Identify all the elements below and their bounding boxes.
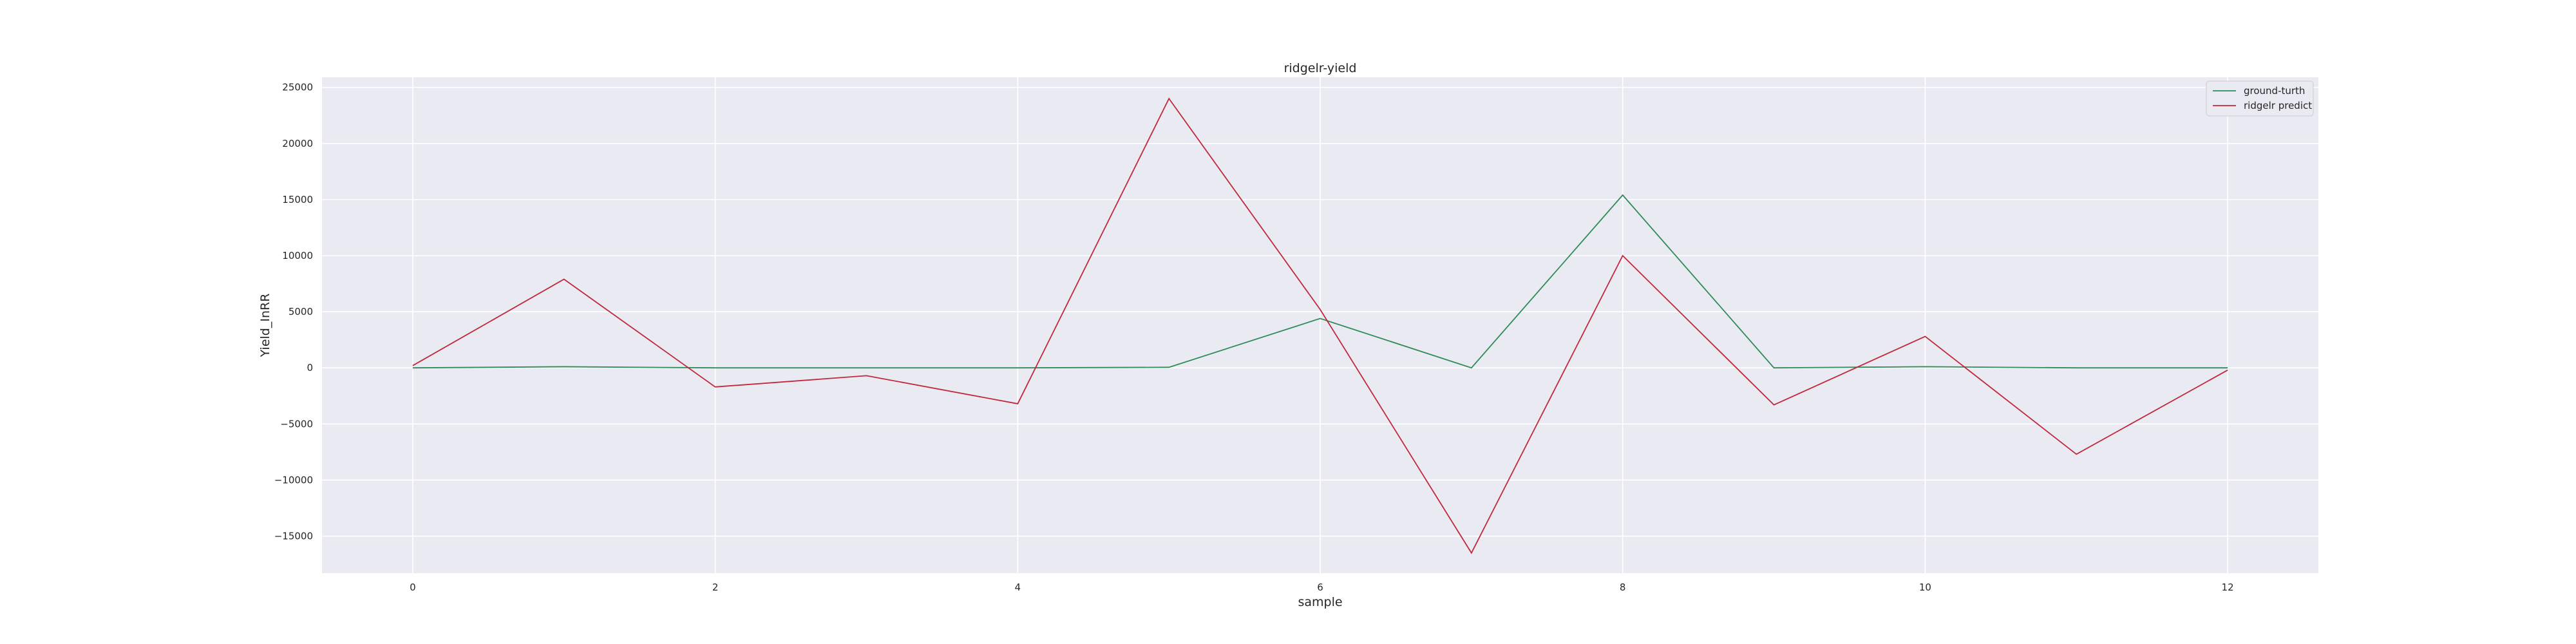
legend-label-ground-turth: ground-turth bbox=[2244, 85, 2305, 97]
y-tick-label: 25000 bbox=[282, 82, 313, 93]
y-ticks: −15000 −10000 −5000 0 5000 10000 15000 20000 250… bbox=[274, 82, 313, 542]
series-group bbox=[412, 97, 2228, 554]
legend-box bbox=[2206, 80, 2314, 117]
y-tick-label: 20000 bbox=[282, 138, 313, 149]
x-tick-label: 10 bbox=[1919, 582, 1931, 593]
y-tick-label: −5000 bbox=[280, 418, 313, 430]
chart-title: ridgelr-yield bbox=[1284, 61, 1357, 75]
x-tick-label: 4 bbox=[1015, 582, 1021, 593]
x-axis-title: sample bbox=[1298, 595, 1342, 609]
x-tick-label: 8 bbox=[1620, 582, 1626, 593]
x-tick-label: 6 bbox=[1317, 582, 1323, 593]
series-line-ground-turth bbox=[412, 194, 2228, 369]
y-tick-label: −10000 bbox=[274, 474, 313, 486]
x-tick-label: 0 bbox=[410, 582, 416, 593]
y-tick-label: 0 bbox=[307, 362, 313, 374]
y-tick-label: 10000 bbox=[282, 250, 313, 261]
y-tick-label: 15000 bbox=[282, 194, 313, 205]
x-ticks: 0 2 4 6 8 10 12 bbox=[410, 582, 2234, 593]
legend: ground-turth ridgelr predict bbox=[2206, 80, 2314, 117]
x-tick-label: 2 bbox=[712, 582, 719, 593]
y-tick-label: −15000 bbox=[274, 531, 313, 542]
y-axis-title: Yield_InRR bbox=[258, 294, 272, 358]
x-tick-label: 12 bbox=[2222, 582, 2234, 593]
legend-label-ridgelr-predict: ridgelr predict bbox=[2244, 100, 2312, 111]
y-tick-label: 5000 bbox=[289, 306, 313, 317]
series-line-ridgelr-predict bbox=[412, 97, 2228, 554]
grid bbox=[322, 77, 2318, 573]
